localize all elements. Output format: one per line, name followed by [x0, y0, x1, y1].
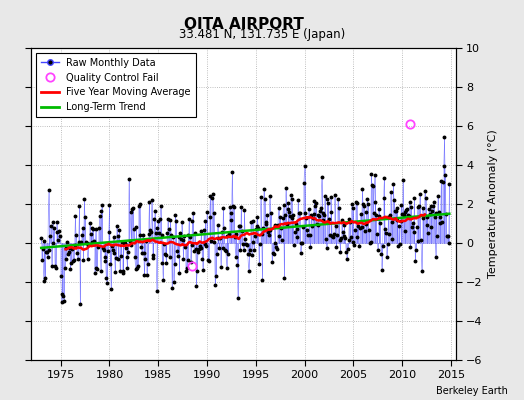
Text: 33.481 N, 131.735 E (Japan): 33.481 N, 131.735 E (Japan): [179, 28, 345, 41]
Legend: Raw Monthly Data, Quality Control Fail, Five Year Moving Average, Long-Term Tren: Raw Monthly Data, Quality Control Fail, …: [36, 53, 196, 117]
Title: OITA AIRPORT: OITA AIRPORT: [184, 16, 303, 32]
Text: Berkeley Earth: Berkeley Earth: [436, 386, 508, 396]
Y-axis label: Temperature Anomaly (°C): Temperature Anomaly (°C): [488, 130, 498, 278]
